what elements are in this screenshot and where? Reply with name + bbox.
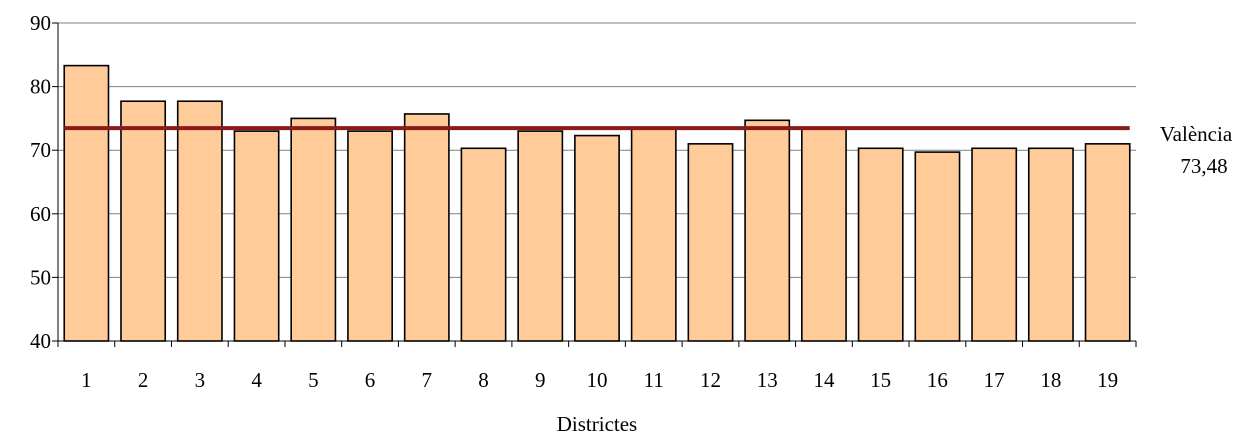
x-tick-label: 1: [81, 368, 92, 392]
y-tick-label: 60: [30, 202, 51, 226]
x-tick-label: 14: [813, 368, 835, 392]
bar-district-14: [801, 128, 847, 342]
reference-line-value: 73,48: [1180, 154, 1227, 178]
x-tick-label: 17: [984, 368, 1005, 392]
y-tick-labels: 40 50 60 70 80 90: [30, 11, 51, 353]
x-tick-label: 5: [308, 368, 319, 392]
bar-district-6: [347, 130, 393, 342]
bar-district-18: [1027, 147, 1074, 342]
bar-district-16: [914, 151, 961, 342]
bar-district-4: [233, 130, 280, 342]
x-tick-labels: 1 2 3 4 5 6 7 8 9 10 11 12 13 14 15 16 17 18 19: [81, 368, 1118, 392]
reference-line-label: València: [1160, 122, 1233, 146]
bar-district-2: [120, 100, 167, 342]
x-tick-label: 15: [870, 368, 891, 392]
x-tick-label: 10: [587, 368, 608, 392]
x-tick-label: 16: [927, 368, 948, 392]
bar-district-1: [63, 64, 110, 342]
bar-district-5: [290, 117, 337, 342]
x-tick-label: 3: [195, 368, 206, 392]
bar-district-10: [574, 134, 620, 342]
bar-district-7: [403, 113, 450, 342]
bar-district-3: [176, 100, 223, 342]
x-tick-label: 18: [1040, 368, 1061, 392]
y-tick-label: 70: [30, 138, 51, 162]
bar-district-9: [517, 130, 564, 342]
y-tick-label: 40: [30, 329, 51, 353]
bar-district-8: [460, 147, 507, 342]
x-tick-label: 7: [422, 368, 433, 392]
bar-district-11: [630, 128, 677, 342]
axes: [52, 22, 1137, 347]
y-tick-label: 90: [30, 11, 51, 35]
bar-district-13: [744, 119, 791, 342]
x-tick-label: 11: [644, 368, 664, 392]
y-tick-label: 80: [30, 75, 51, 99]
bar-district-12: [687, 143, 734, 342]
bar-district-17: [971, 147, 1018, 342]
x-tick-label: 13: [757, 368, 778, 392]
bars: [63, 64, 1131, 342]
y-tick-label: 50: [30, 265, 51, 289]
x-tick-label: 19: [1097, 368, 1118, 392]
x-axis-title: Districtes: [557, 412, 637, 436]
x-tick-label: 4: [251, 368, 262, 392]
x-tick-label: 2: [138, 368, 149, 392]
x-tick-label: 8: [478, 368, 489, 392]
x-tick-label: 9: [535, 368, 546, 392]
bar-district-19: [1084, 143, 1131, 342]
x-tick-label: 6: [365, 368, 376, 392]
x-tick-label: 12: [700, 368, 721, 392]
bar-district-15: [857, 147, 904, 342]
